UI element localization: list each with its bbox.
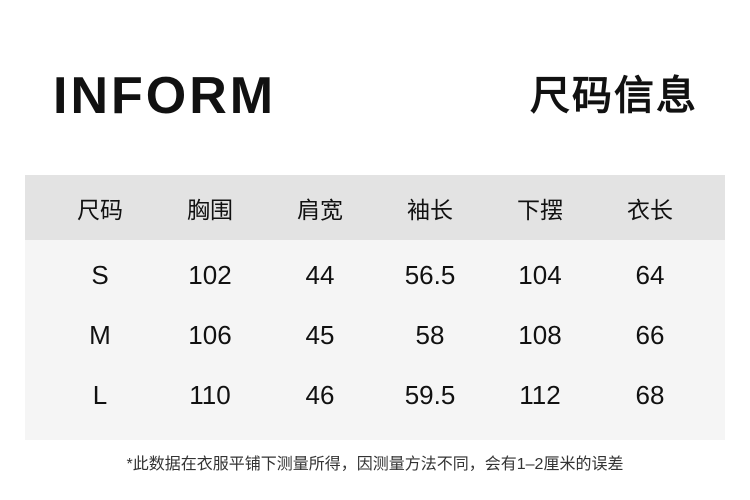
header-cell: 尺码 — [77, 196, 123, 223]
table-cell: M — [89, 319, 111, 350]
page-title: 尺码信息 — [530, 74, 698, 118]
table-cell: 108 — [518, 319, 562, 350]
table-cell: 59.5 — [404, 379, 456, 410]
table-row: L 110 46 59.5 112 68 — [25, 365, 725, 425]
brand-logo: INFORM — [53, 67, 277, 125]
table-cell: 110 — [189, 379, 231, 410]
table-cell: 56.5 — [404, 259, 456, 290]
table-cell: 106 — [188, 319, 232, 350]
header-cell: 袖长 — [407, 196, 453, 223]
table-cell: 68 — [635, 379, 665, 410]
table-cell: 112 — [519, 379, 561, 410]
table-cell: 58 — [415, 319, 445, 350]
table-body: S 102 44 56.5 104 64 M 106 45 58 108 66 … — [25, 240, 725, 440]
table-cell: L — [92, 379, 108, 410]
table-row: M 106 45 58 108 66 — [25, 305, 725, 365]
table-header: 尺码 胸围 肩宽 袖长 下摆 衣长 — [25, 175, 725, 240]
table-cell: 102 — [188, 259, 232, 290]
size-table: 尺码 胸围 肩宽 袖长 下摆 衣长 S 102 44 56.5 104 64 M… — [25, 175, 725, 440]
measurement-note: *此数据在衣服平铺下测量所得，因测量方法不同，会有1–2厘米的误差 — [126, 456, 624, 473]
header-cell: 衣长 — [627, 196, 673, 223]
table-cell: 104 — [518, 259, 562, 290]
header-cell: 下摆 — [517, 196, 563, 223]
table-cell: 46 — [305, 379, 335, 410]
table-cell: S — [91, 259, 109, 290]
table-cell: 66 — [635, 319, 665, 350]
table-cell: 64 — [635, 259, 665, 290]
table-cell: 45 — [305, 319, 335, 350]
table-row: S 102 44 56.5 104 64 — [25, 245, 725, 305]
header-cell: 胸围 — [187, 196, 233, 223]
header-cell: 肩宽 — [297, 196, 343, 223]
table-cell: 44 — [305, 259, 335, 290]
